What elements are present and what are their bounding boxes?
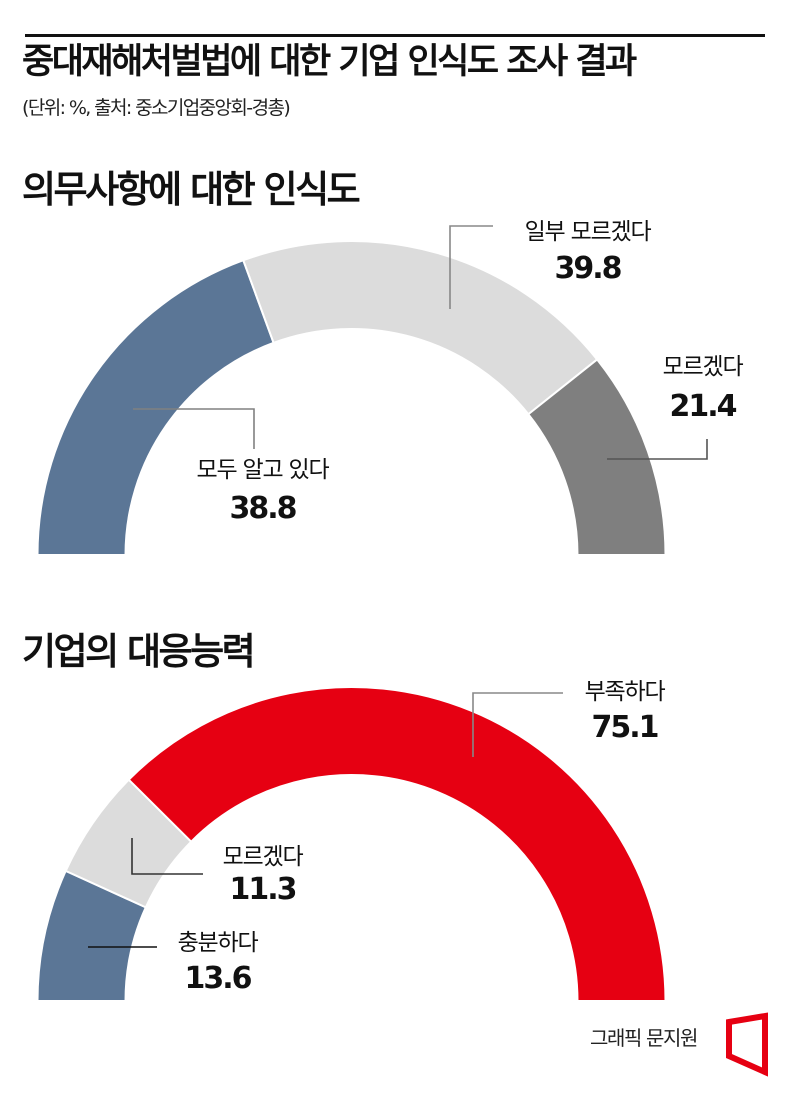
label-all-known: 모두 알고 있다 [196,457,330,483]
leader-line-partly-unknown [449,225,493,309]
label-insufficient: 부족하다 [584,679,666,705]
label-partly-unknown: 일부 모르겠다 [524,219,652,245]
leader-line-unknown [607,439,708,460]
section-title-capability: 기업의 대응능력 [22,630,256,673]
donut-segment [127,686,667,1002]
value-sufficient: 13.6 [184,961,252,996]
donut-segment [526,358,667,556]
value-all-known: 38.8 [229,491,297,526]
value-insufficient: 75.1 [591,710,659,745]
section-title-awareness: 의무사항에 대한 인식도 [22,168,361,211]
value-unknown: 21.4 [669,389,737,424]
chart-awareness-donut [36,240,667,556]
label-unknown: 모르겠다 [662,354,744,380]
graphic-credit: 그래픽 문지원 [590,1026,698,1050]
source-note: (단위: %, 출처: 중소기업중앙회-경총) [22,97,291,119]
leader-line-unknown-2 [131,838,203,875]
leader-line-all-known [133,408,255,449]
chart-capability-donut [36,686,667,1002]
page-title: 중대재해처벌법에 대한 기업 인식도 조사 결과 [22,42,637,82]
label-unknown-2: 모르겠다 [222,844,304,870]
leader-line-insufficient [472,692,563,757]
title-rule [25,34,765,37]
label-sufficient: 충분하다 [177,930,259,956]
value-unknown-2: 11.3 [229,872,297,907]
value-partly-unknown: 39.8 [554,251,622,286]
publisher-logo-icon [726,1012,768,1077]
